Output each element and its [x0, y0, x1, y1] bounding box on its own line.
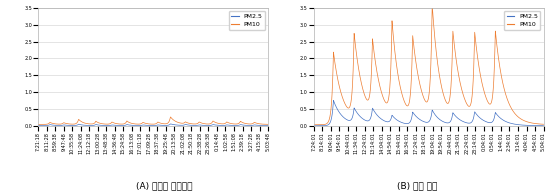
- Legend: PM2.5, PM10: PM2.5, PM10: [504, 11, 540, 30]
- Text: (A) 궐련형 전자담배: (A) 궐련형 전자담배: [137, 181, 193, 190]
- Legend: PM2.5, PM10: PM2.5, PM10: [228, 11, 265, 30]
- Text: (B) 일반 담배: (B) 일반 담배: [397, 181, 438, 190]
